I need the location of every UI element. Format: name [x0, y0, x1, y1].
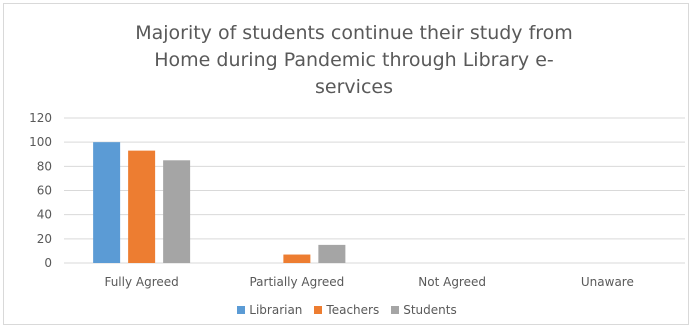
y-tick-label: 20: [37, 232, 52, 246]
x-tick-label: Unaware: [581, 275, 634, 289]
chart-frame: Majority of students continue their stud…: [3, 3, 689, 325]
x-tick-label: Partially Agreed: [249, 275, 344, 289]
legend: Librarian Teachers Students: [4, 303, 690, 317]
bar-teachers-1: [128, 150, 156, 263]
legend-swatch: [391, 306, 400, 314]
legend-label: Students: [403, 303, 457, 317]
bar-librarian-1: [93, 142, 121, 263]
y-tick-label: 80: [37, 159, 52, 173]
x-tick-label: Not Agreed: [418, 275, 486, 289]
plot-area: 0 20 40 60 80 100 120 Fully Agreed Partially Agr…: [29, 111, 685, 289]
legend-item-students: Students: [391, 303, 457, 317]
legend-label: Librarian: [249, 303, 303, 317]
chart-title: Majority of students continue their stud…: [74, 20, 634, 101]
y-tick-label: 60: [37, 184, 52, 198]
y-tick-label: 120: [29, 111, 52, 125]
chart-title-line-2: Home during Pandemic through Library e-: [154, 49, 554, 71]
bar-students-1: [163, 160, 191, 263]
y-tick-label: 40: [37, 208, 52, 222]
bar-teachers-2: [283, 254, 311, 263]
bar-students-2: [318, 244, 346, 263]
legend-label: Teachers: [326, 303, 380, 317]
legend-swatch: [314, 306, 323, 314]
chart-title-line-3: services: [315, 76, 393, 98]
x-tick-label: Fully Agreed: [104, 275, 178, 289]
chart-title-line-1: Majority of students continue their stud…: [135, 22, 573, 44]
y-tick-label: 0: [44, 256, 52, 270]
y-tick-label: 100: [29, 135, 52, 149]
legend-item-librarian: Librarian: [237, 303, 302, 317]
legend-item-teachers: Teachers: [314, 303, 379, 317]
legend-swatch: [237, 306, 246, 314]
